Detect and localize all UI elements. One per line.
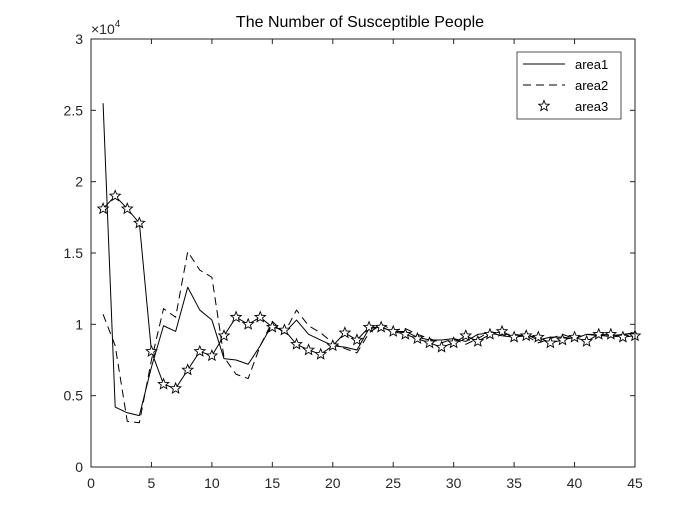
- x-tick-label: 30: [446, 475, 462, 491]
- data-point-area3: [108, 189, 122, 202]
- legend-box: [516, 51, 622, 120]
- y-tick-label: 1: [75, 316, 83, 332]
- data-point-area3: [217, 329, 231, 342]
- data-point-area3: [229, 310, 243, 323]
- data-point-area3: [96, 202, 110, 215]
- data-point-area3: [543, 336, 557, 349]
- legend-label-area2: area2: [575, 78, 608, 93]
- legend: area1 area2 area3: [516, 51, 622, 120]
- data-point-area3: [326, 339, 340, 352]
- data-point-area3: [459, 329, 473, 342]
- data-point-area3: [568, 330, 581, 343]
- data-point-area3: [132, 216, 146, 229]
- data-point-area3: [205, 348, 219, 362]
- x-tick-label: 45: [627, 475, 643, 491]
- x-tick-label: 35: [506, 475, 522, 491]
- data-point-area3: [253, 310, 267, 323]
- y-tick-label: 2: [75, 174, 83, 190]
- legend-star-icon: [537, 99, 551, 112]
- data-point-area3: [592, 327, 606, 340]
- data-point-area3: [120, 202, 134, 215]
- data-point-area3: [604, 327, 618, 340]
- data-point-area3: [302, 343, 315, 356]
- data-point-area3: [435, 340, 448, 353]
- legend-label-area1: area1: [575, 57, 608, 72]
- legend-label-area3: area3: [575, 99, 608, 114]
- data-point-area3: [362, 320, 376, 333]
- data-point-area3: [169, 381, 183, 394]
- data-point-area3: [314, 347, 328, 360]
- x-tick-label: 40: [567, 475, 583, 491]
- x-tick-label: 15: [265, 475, 281, 491]
- y-tick-label: 0: [75, 459, 83, 475]
- data-point-area3: [398, 327, 412, 340]
- x-tick-label: 5: [148, 475, 156, 491]
- series-line-area2: [102, 251, 636, 424]
- y-tick-label: 3: [75, 31, 83, 47]
- data-point-area3: [495, 324, 509, 337]
- data-point-area3: [483, 327, 497, 340]
- data-point-area3: [447, 336, 461, 349]
- data-point-area3: [278, 323, 291, 336]
- data-point-area3: [519, 329, 533, 342]
- data-point-area3: [556, 333, 569, 346]
- series-layer: [96, 103, 642, 424]
- data-point-area3: [241, 317, 255, 330]
- data-point-area3: [181, 363, 195, 376]
- x-tick-label: 20: [325, 475, 341, 491]
- chart-title: The Number of Susceptible People: [236, 14, 484, 31]
- y-exponent-label: ×104: [91, 19, 121, 37]
- data-point-area3: [580, 334, 594, 347]
- data-point-area3: [290, 337, 303, 350]
- y-axis: 0 0.5 1 1.5 2 2.5 3: [64, 31, 635, 475]
- legend-marker-area3: [537, 99, 551, 112]
- x-tick-label: 10: [204, 475, 220, 491]
- x-tick-label: 0: [87, 475, 95, 491]
- data-point-area3: [411, 331, 424, 345]
- data-point-area3: [616, 330, 630, 343]
- data-point-area3: [350, 333, 364, 346]
- data-point-area3: [531, 330, 545, 343]
- data-point-area3: [145, 344, 158, 357]
- data-point-area3: [157, 377, 170, 390]
- data-point-area3: [386, 324, 400, 337]
- data-point-area3: [423, 336, 436, 349]
- data-point-area3: [471, 334, 485, 347]
- x-tick-label: 25: [385, 475, 401, 491]
- data-point-area3: [265, 320, 279, 333]
- data-point-area3: [374, 320, 388, 333]
- data-point-area3: [193, 344, 207, 357]
- y-tick-label: 1.5: [64, 245, 84, 261]
- x-axis: 0 5 10 15 20 25 30 35 40 45: [87, 39, 643, 491]
- data-point-area3: [338, 326, 352, 339]
- y-tick-label: 2.5: [64, 102, 84, 118]
- data-point-area3: [507, 330, 521, 343]
- y-tick-label: 0.5: [64, 388, 84, 404]
